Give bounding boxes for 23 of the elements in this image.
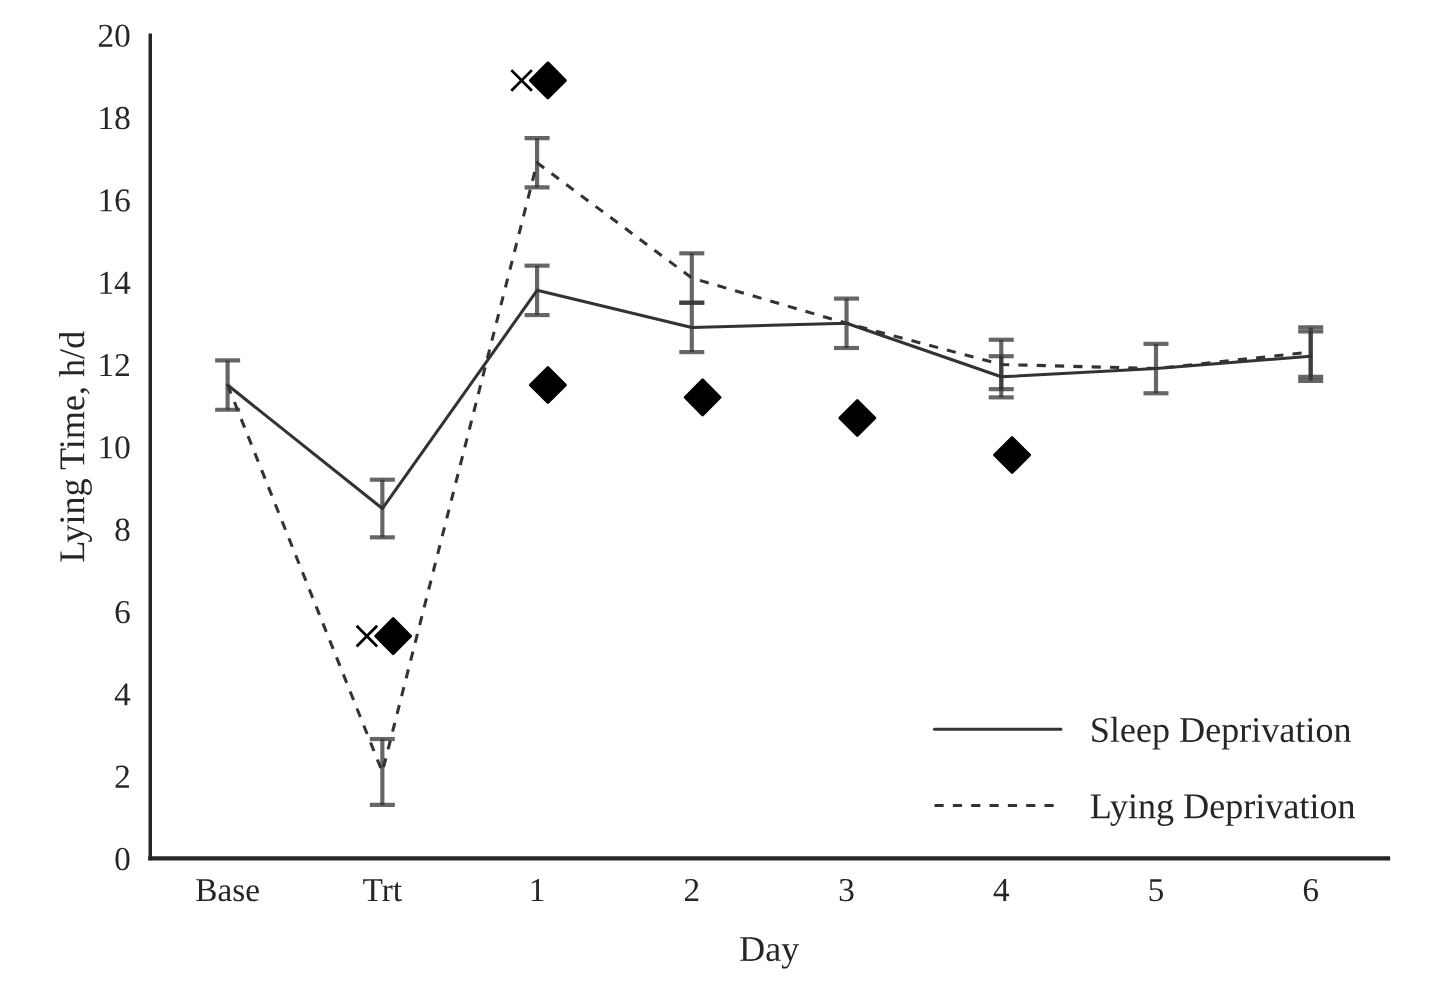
- x-tick-label: Base: [196, 879, 259, 902]
- x-tick-label: Trt: [363, 879, 402, 902]
- x-tick-label: 2: [684, 878, 699, 901]
- x-axis-title: Day: [740, 937, 800, 969]
- y-tick-label: 6: [115, 600, 130, 624]
- y-tick-label: 0: [115, 847, 130, 871]
- y-tick-label: 2: [115, 765, 129, 788]
- x-tick-label: 1: [531, 878, 544, 901]
- y-tick-label: 10: [100, 436, 130, 459]
- x-tick-label: 5: [1149, 879, 1164, 902]
- x-tick-label: 3: [839, 878, 854, 902]
- y-tick-label: 12: [100, 353, 129, 377]
- x-tick-label: 4: [993, 879, 1010, 901]
- y-axis-title: Lying Time, h/d: [59, 331, 92, 562]
- y-tick-label: 14: [100, 271, 131, 294]
- y-tick-label: 16: [100, 189, 130, 212]
- legend-label: Lying Deprivation: [1090, 794, 1356, 826]
- y-tick-label: 4: [114, 683, 131, 706]
- x-tick-label: 6: [1303, 878, 1319, 902]
- legend-label: Sleep Deprivation: [1092, 716, 1351, 750]
- y-tick-label: 20: [98, 24, 130, 48]
- y-tick-label: 18: [100, 106, 130, 130]
- y-tick-label: 8: [115, 518, 130, 541]
